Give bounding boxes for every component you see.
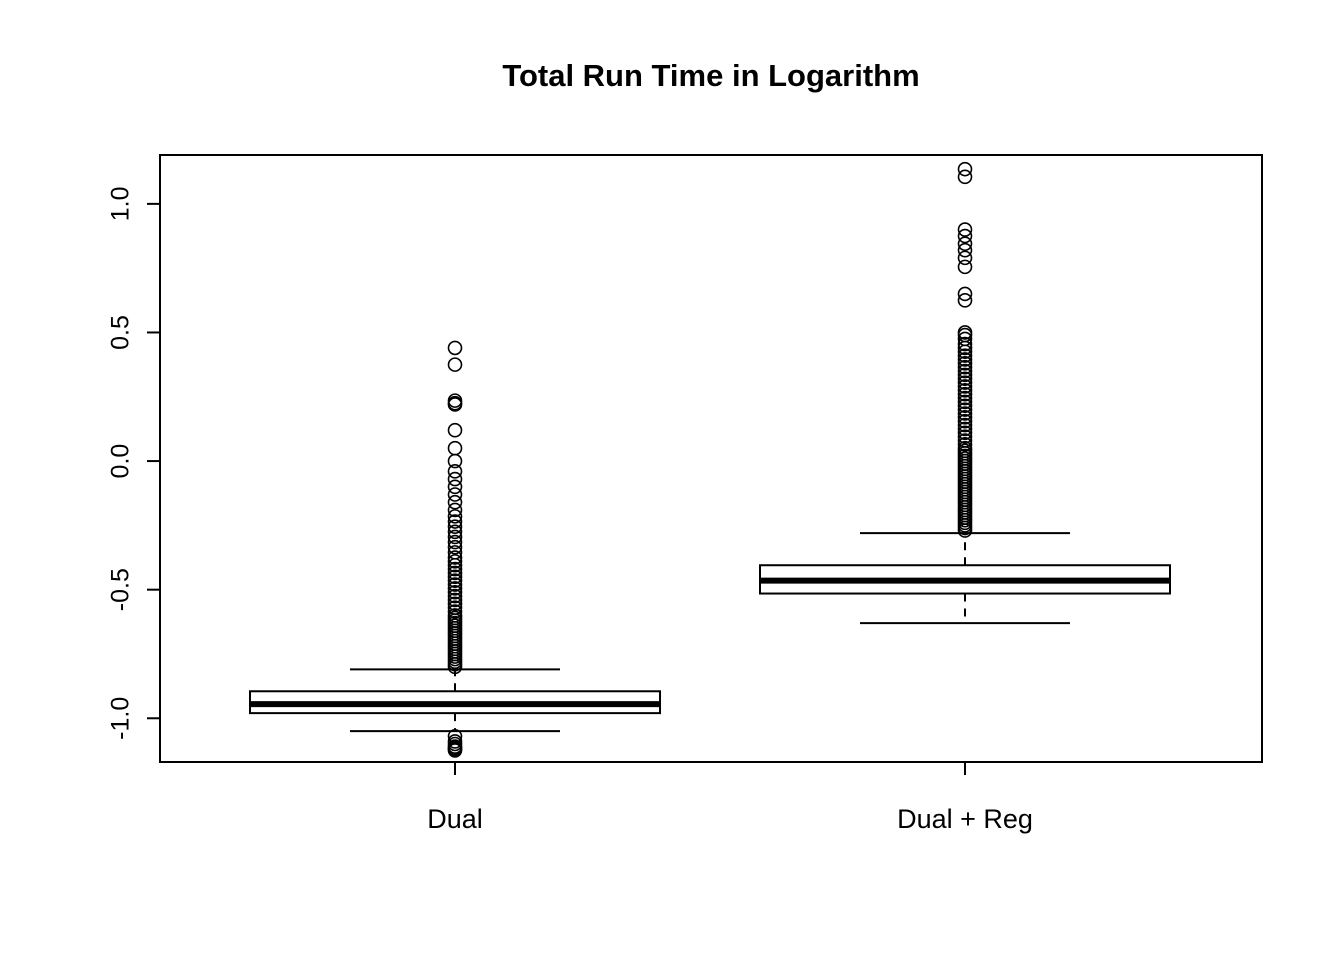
outlier-point xyxy=(447,569,463,585)
outlier-point xyxy=(447,524,463,540)
outlier-point xyxy=(957,371,973,387)
outlier-point xyxy=(447,397,463,412)
outlier-point xyxy=(957,398,973,414)
outlier-point xyxy=(447,573,463,588)
outlier-point xyxy=(957,379,973,394)
outlier-point xyxy=(957,228,973,244)
boxplot-group-1 xyxy=(249,340,661,758)
outlier-point xyxy=(957,286,973,302)
outlier-point xyxy=(957,523,973,538)
outlier-point xyxy=(447,509,463,524)
outlier-point xyxy=(957,386,973,402)
outlier-point xyxy=(447,502,463,518)
outlier-point xyxy=(447,604,463,619)
outlier-point xyxy=(957,421,973,437)
outlier-point xyxy=(447,340,463,356)
outlier-point xyxy=(957,375,973,390)
outlier-point xyxy=(447,577,463,592)
outlier-point xyxy=(957,348,973,363)
outlier-point xyxy=(957,359,973,375)
outlier-point xyxy=(957,344,973,360)
outlier-point xyxy=(447,743,463,758)
chart-title: Total Run Time in Logarithm xyxy=(502,58,920,93)
outlier-point xyxy=(447,464,463,479)
outlier-point xyxy=(957,250,973,266)
outlier-point xyxy=(957,169,973,185)
outlier-point xyxy=(447,494,463,510)
outlier-point xyxy=(957,161,973,177)
outlier-point xyxy=(957,222,973,237)
outlier-point xyxy=(447,592,463,608)
outlier-point xyxy=(447,581,463,596)
outlier-point xyxy=(957,402,973,417)
outlier-point xyxy=(447,487,463,502)
outlier-point xyxy=(447,565,463,581)
outlier-point xyxy=(957,429,973,444)
outlier-point xyxy=(957,352,973,367)
outlier-point xyxy=(957,413,973,429)
outlier-point xyxy=(957,406,973,421)
outlier-point xyxy=(447,561,463,577)
y-axis-tick-label: 0.5 xyxy=(107,315,135,350)
outlier-point xyxy=(957,236,973,252)
outlier-point xyxy=(447,550,463,565)
outlier-point xyxy=(957,242,973,258)
y-axis-tick-label: 1.0 xyxy=(107,186,135,221)
outlier-point xyxy=(957,437,973,452)
outlier-point xyxy=(957,363,973,379)
outlier-point xyxy=(957,336,973,352)
x-axis-tick-label: Dual xyxy=(427,804,483,834)
y-axis-tick-label: 0.0 xyxy=(107,444,135,479)
outlier-point xyxy=(447,357,463,372)
plot-border xyxy=(159,154,1263,763)
x-axis-tick-label: Dual + Reg xyxy=(897,804,1033,834)
outlier-point xyxy=(957,425,973,441)
outlier-point xyxy=(957,410,973,425)
outlier-point xyxy=(447,453,463,469)
outlier-point xyxy=(447,539,463,555)
outlier-point xyxy=(447,584,463,600)
outlier-point xyxy=(447,529,463,545)
outlier-point xyxy=(957,383,973,398)
outlier-point xyxy=(447,471,463,487)
outlier-point xyxy=(957,293,973,308)
outlier-point xyxy=(447,557,463,573)
outlier-point xyxy=(957,394,973,410)
outlier-point xyxy=(957,259,973,275)
boxplot-group-2 xyxy=(759,161,1171,625)
outlier-point xyxy=(447,519,463,534)
outlier-point xyxy=(957,340,973,356)
outlier-point xyxy=(447,596,463,612)
outlier-point xyxy=(447,554,463,569)
outlier-point xyxy=(447,659,463,675)
outlier-point xyxy=(447,534,463,550)
outlier-point xyxy=(957,417,973,433)
outlier-point xyxy=(447,588,463,604)
outlier-point xyxy=(447,479,463,495)
outlier-point xyxy=(957,356,973,371)
outlier-point xyxy=(447,422,463,438)
y-axis-tick-label: -1.0 xyxy=(107,697,135,740)
y-axis-tick-label: -0.5 xyxy=(107,568,135,611)
outlier-point xyxy=(447,514,463,529)
outlier-point xyxy=(957,390,973,406)
outlier-point xyxy=(957,367,973,383)
outlier-point xyxy=(447,440,463,456)
